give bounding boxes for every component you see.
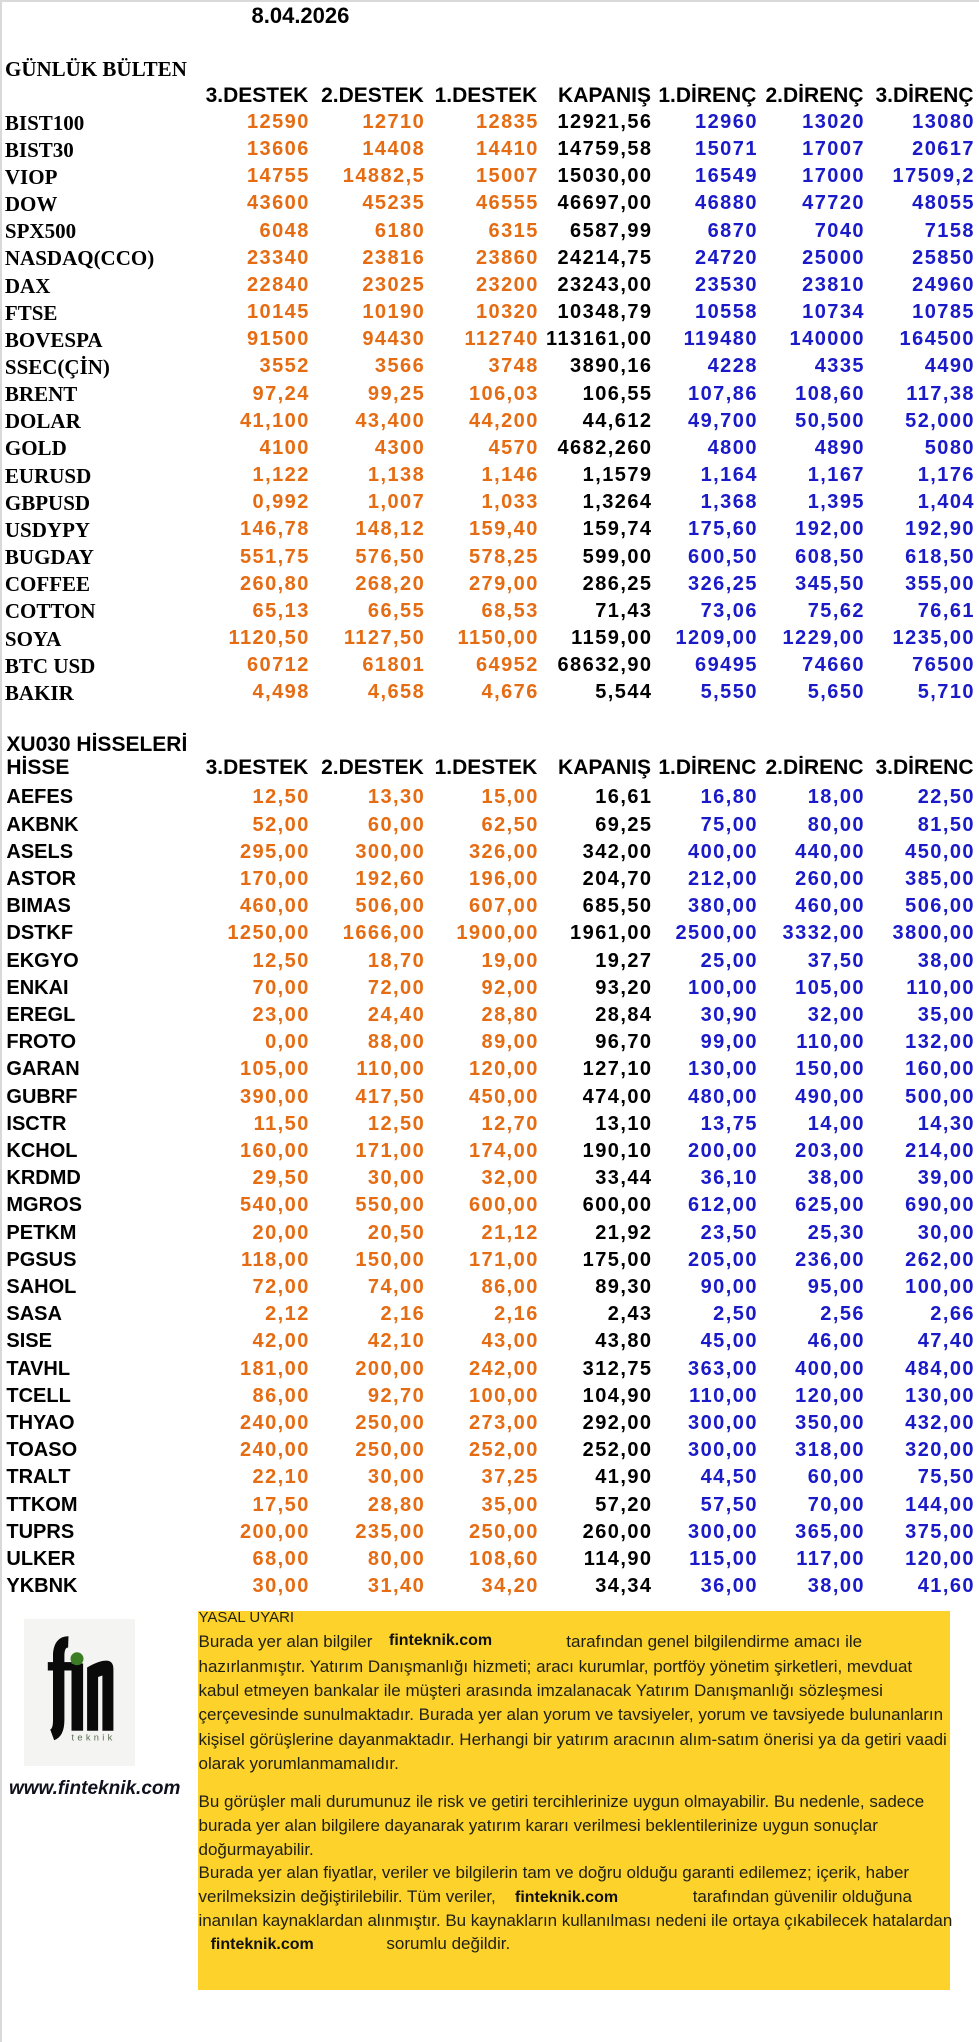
svg-text:teknik: teknik: [71, 1732, 115, 1742]
